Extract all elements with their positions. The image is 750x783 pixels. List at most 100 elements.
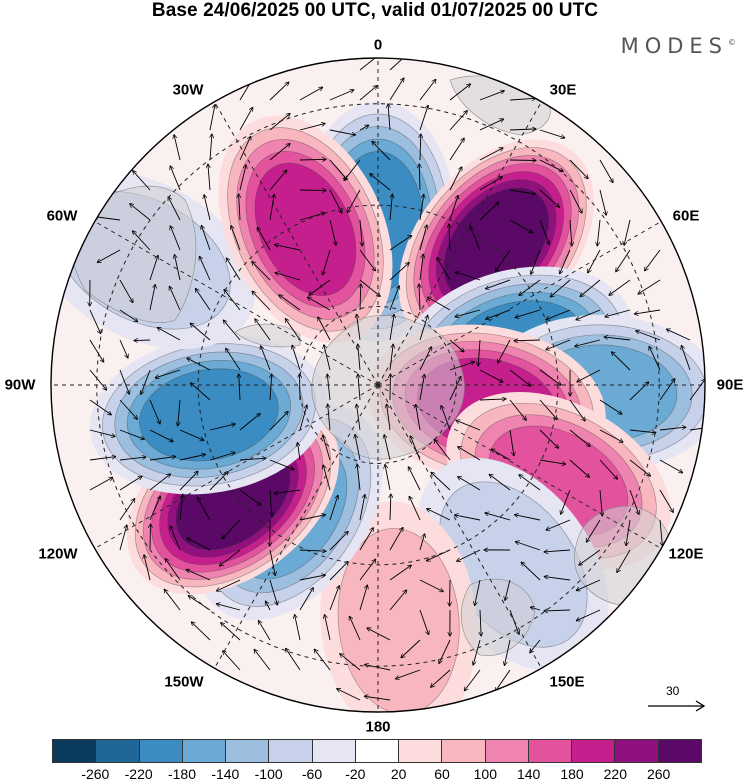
wind-vector: [179, 471, 198, 491]
wind-vector: [427, 509, 451, 521]
colorbar-swatch: [528, 740, 573, 762]
wind-vector: [170, 526, 181, 551]
wind-vector: [449, 195, 458, 221]
wind-vector: [157, 328, 181, 341]
wind-vector: [580, 279, 601, 297]
lon-label-60e: 60E: [672, 207, 700, 225]
wind-vector: [325, 615, 331, 641]
wind-vector: [616, 249, 631, 272]
meridian-line: [377, 101, 542, 386]
wind-vector: [426, 549, 451, 561]
wind-vector: [299, 190, 326, 191]
wind-vector: [629, 489, 639, 514]
wind-vector: [604, 337, 631, 341]
wind-vector: [226, 348, 241, 371]
lon-label-120w: 120W: [38, 545, 78, 563]
wind-vector: [239, 107, 253, 131]
wind-vector: [389, 78, 404, 101]
wind-vector: [187, 358, 211, 371]
lon-label-90w: 90W: [4, 376, 36, 394]
wind-vector: [365, 665, 391, 671]
wind-vector: [208, 164, 210, 191]
wind-vector: [295, 615, 301, 641]
wind-vector: [149, 429, 173, 442]
wind-vector: [357, 314, 361, 341]
wind-vector: [327, 374, 331, 401]
wind-vector: [586, 519, 601, 542]
wind-vector: [659, 489, 673, 512]
wind-vector: [195, 288, 211, 311]
colorbar-swatch: [182, 740, 227, 762]
wind-vector: [576, 609, 601, 621]
wind-vector: [464, 669, 481, 691]
wind-vector: [419, 164, 420, 191]
wind-vector: [209, 104, 215, 131]
wind-vector: [239, 489, 261, 505]
wind-vector: [364, 696, 391, 701]
wind-vector: [178, 399, 181, 426]
colorbar-swatch: [355, 740, 400, 762]
wind-vector: [659, 379, 675, 401]
wind-vector: [410, 436, 421, 461]
wind-vector: [550, 279, 571, 297]
wind-vector: [479, 399, 506, 400]
wind-vector: [119, 369, 129, 394]
wind-vector: [479, 369, 503, 382]
wind-vector: [226, 258, 241, 281]
wind-vector: [328, 404, 331, 431]
colorbar-tick-label: -220: [124, 766, 153, 782]
wind-vector: [144, 555, 151, 581]
wind-vector: [389, 286, 399, 311]
wind-vector: [570, 219, 572, 246]
wind-vector: [599, 399, 622, 414]
wind-vector-field: [89, 58, 705, 701]
map-title: Base 24/06/2025 00 UTC, valid 01/07/2025…: [151, 0, 599, 21]
lon-label-150w: 150W: [164, 673, 204, 691]
wind-vector: [255, 319, 271, 341]
wind-vector: [239, 374, 240, 401]
wind-vector: [449, 167, 462, 191]
wind-vector: [221, 623, 241, 641]
wind-vector: [286, 648, 301, 671]
colorbar-swatch: [399, 740, 443, 762]
wind-vector: [269, 411, 288, 431]
wind-vector: [599, 159, 613, 183]
wind-vector: [357, 464, 361, 491]
wind-vector: [515, 515, 541, 521]
colorbar-swatch: [269, 740, 313, 762]
wind-vector: [174, 135, 181, 161]
wind-vector: [223, 651, 241, 671]
colorbar: [52, 739, 702, 763]
arrow-right-icon: [648, 700, 706, 712]
wind-vector: [265, 601, 271, 611]
wind-vector: [337, 689, 361, 701]
wind-vector: [455, 272, 481, 281]
colorbar-swatch: [615, 740, 659, 762]
wind-vector: [174, 255, 181, 281]
wind-vector: [149, 496, 160, 521]
colorbar-tick-label: 100: [473, 766, 498, 782]
wind-vector: [659, 519, 662, 546]
wind-vector: [456, 420, 481, 431]
wind-vector: [408, 467, 421, 491]
wind-vector: [458, 447, 481, 461]
wind-vector: [355, 434, 361, 461]
wind-vector: [252, 262, 271, 281]
wind-vector: [539, 219, 549, 244]
wind-vector: [307, 297, 331, 311]
wind-vector: [437, 258, 451, 281]
wind-vector: [299, 575, 326, 581]
wind-vector: [544, 550, 571, 552]
wind-vector: [546, 339, 571, 350]
modes-logo: MODES©: [620, 34, 736, 58]
lon-label-0: 0: [373, 36, 383, 54]
wind-vector: [134, 340, 151, 341]
wind-vector: [89, 429, 115, 436]
wind-vector: [449, 84, 470, 101]
wind-vector: [297, 443, 301, 461]
wind-vector: [141, 369, 151, 394]
wind-vector: [190, 383, 211, 401]
wind-vector: [204, 195, 211, 221]
wind-vector: [617, 549, 631, 572]
wind-vector: [270, 489, 272, 516]
